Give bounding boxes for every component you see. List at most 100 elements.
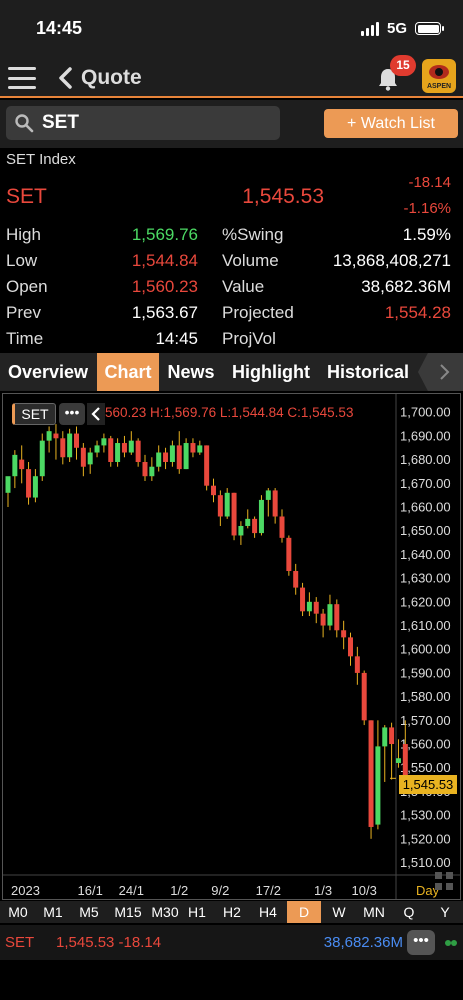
- candle-body: [217, 495, 223, 517]
- timeframe-m15[interactable]: M15: [114, 904, 142, 920]
- candle-body: [46, 431, 52, 441]
- chart-symbol-button[interactable]: SET: [12, 403, 56, 425]
- menu-icon[interactable]: [8, 67, 36, 89]
- stat-label-high: High: [6, 225, 41, 244]
- watch-list-button[interactable]: + Watch List: [324, 109, 458, 138]
- quote-change: -18.14: [408, 174, 451, 191]
- ticker-more-button[interactable]: •••: [407, 930, 435, 955]
- timeframe-h2[interactable]: H2: [223, 904, 241, 920]
- y-tick-label: 1,600.00: [400, 642, 451, 657]
- tab-news[interactable]: News: [167, 362, 215, 382]
- candle-body: [265, 490, 271, 500]
- logo-eye-icon: [429, 65, 449, 79]
- candle-body: [402, 744, 408, 780]
- y-tick-label: 1,640.00: [400, 547, 451, 562]
- index-name: SET Index: [6, 151, 76, 168]
- candle-body: [142, 461, 148, 477]
- search-input[interactable]: SET: [6, 106, 280, 140]
- ticker-toggle-icon[interactable]: [442, 934, 460, 952]
- y-tick-label: 1,630.00: [400, 571, 451, 586]
- candle-body: [39, 440, 45, 477]
- x-tick-label: 16/1: [78, 883, 103, 898]
- candle-body: [94, 445, 100, 453]
- candle-body: [101, 438, 107, 446]
- timeframe-m30[interactable]: M30: [151, 904, 179, 920]
- tab-chart[interactable]: Chart: [97, 353, 159, 391]
- timeframe-m0[interactable]: M0: [8, 904, 28, 920]
- ticker-last-change: 1,545.53 -18.14: [56, 934, 162, 951]
- candle-body: [238, 525, 244, 536]
- candle-body: [176, 445, 182, 470]
- aspen-logo[interactable]: ASPEN: [422, 59, 456, 93]
- tab-historical[interactable]: Historical: [326, 362, 410, 382]
- bottom-ticker: SET 1,545.53 -18.14 38,682.36M •••: [0, 925, 463, 960]
- ohlc-readout: 560.23 H:1,569.76 L:1,544.84 C:1,545.53: [105, 405, 354, 420]
- back-chevron-icon[interactable]: [56, 66, 76, 90]
- candle-body: [382, 727, 388, 747]
- tab-highlight[interactable]: Highlight: [232, 362, 310, 382]
- candle-body: [108, 438, 114, 462]
- candle-body: [313, 601, 319, 614]
- tab-overview[interactable]: Overview: [7, 362, 89, 382]
- timeframe-d[interactable]: D: [287, 901, 321, 923]
- battery-icon: [415, 22, 444, 35]
- stat-label-projected: Projected: [222, 303, 294, 322]
- signal-icon: [360, 21, 379, 36]
- timeframe-mn[interactable]: MN: [363, 904, 385, 920]
- candle-body: [361, 672, 367, 721]
- candle-body: [211, 485, 216, 496]
- timeframe-m1[interactable]: M1: [43, 904, 63, 920]
- search-icon: [15, 114, 34, 133]
- stat-value-swing: 1.59%: [402, 225, 451, 244]
- expand-icon[interactable]: [433, 870, 455, 892]
- y-tick-label: 1,570.00: [400, 713, 451, 728]
- timeframe-y[interactable]: Y: [440, 904, 450, 920]
- candlestick-chart[interactable]: 1,510.001,520.001,530.001,540.001,550.00…: [3, 394, 460, 899]
- chart-panel[interactable]: 1,510.001,520.001,530.001,540.001,550.00…: [2, 393, 461, 900]
- candle-body: [320, 613, 326, 626]
- candle-body: [115, 443, 121, 462]
- timeframe-w[interactable]: W: [332, 904, 346, 920]
- tab-scroll-right-icon[interactable]: [418, 353, 463, 391]
- candle-body: [156, 452, 162, 467]
- candle-body: [395, 758, 401, 763]
- timeframe-bar: M0 M1 M5 M15 M30 H1 H2 H4 D W MN Q Y: [0, 901, 463, 923]
- ticker-symbol: SET: [5, 934, 35, 951]
- chart-more-button[interactable]: •••: [59, 403, 85, 425]
- candle-body: [121, 443, 127, 453]
- y-tick-label: 1,670.00: [400, 476, 451, 491]
- y-tick-label: 1,520.00: [400, 831, 451, 846]
- y-tick-label: 1,620.00: [400, 594, 451, 609]
- candle-body: [368, 720, 374, 827]
- candle-body: [348, 637, 353, 657]
- y-tick-label: 1,510.00: [400, 855, 451, 870]
- status-bar: 14:45 5G: [0, 0, 463, 58]
- stat-value-value: 38,682.36M: [361, 277, 451, 296]
- stat-label-projvol: ProjVol: [222, 329, 276, 348]
- y-tick-label: 1,690.00: [400, 428, 451, 443]
- y-tick-label: 1,590.00: [400, 665, 451, 680]
- candle-body: [252, 518, 258, 534]
- y-tick-label: 1,660.00: [400, 500, 451, 515]
- candle-body: [286, 537, 292, 572]
- candle-body: [32, 476, 38, 498]
- x-tick-label: 10/3: [352, 883, 377, 898]
- stat-label-low: Low: [6, 251, 38, 270]
- timeframe-q[interactable]: Q: [403, 904, 415, 920]
- x-tick-label: 9/2: [211, 883, 229, 898]
- timeframe-h1[interactable]: H1: [188, 904, 206, 920]
- timeframe-h4[interactable]: H4: [259, 904, 277, 920]
- search-row: SET + Watch List: [0, 100, 463, 148]
- candle-body: [60, 438, 66, 458]
- period-label: Day: [416, 883, 440, 898]
- chart-collapse-icon[interactable]: [87, 403, 105, 425]
- y-tick-label: 1,680.00: [400, 452, 451, 467]
- candle-body: [245, 518, 251, 526]
- candle-body: [128, 440, 134, 453]
- timeframe-m5[interactable]: M5: [79, 904, 99, 920]
- ticker-value: 38,682.36M: [323, 934, 403, 951]
- notification-badge: 15: [390, 55, 416, 76]
- candle-body: [272, 490, 278, 517]
- candle-body: [341, 630, 347, 638]
- y-tick-label: 1,580.00: [400, 689, 451, 704]
